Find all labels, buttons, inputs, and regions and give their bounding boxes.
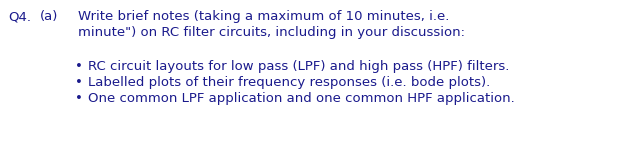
- Text: RC circuit layouts for low pass (LPF) and high pass (HPF) filters.: RC circuit layouts for low pass (LPF) an…: [88, 60, 510, 73]
- Text: Labelled plots of their frequency responses (i.e. bode plots).: Labelled plots of their frequency respon…: [88, 76, 490, 89]
- Text: One common LPF application and one common HPF application.: One common LPF application and one commo…: [88, 92, 515, 105]
- Text: •: •: [75, 92, 83, 105]
- Text: minute") on RC filter circuits, including in your discussion:: minute") on RC filter circuits, includin…: [78, 26, 465, 39]
- Text: Write brief notes (taking a maximum of 10 minutes, i.e.: Write brief notes (taking a maximum of 1…: [78, 10, 449, 23]
- Text: •: •: [75, 76, 83, 89]
- Text: •: •: [75, 60, 83, 73]
- Text: (a): (a): [40, 10, 59, 23]
- Text: Q4.: Q4.: [8, 10, 31, 23]
